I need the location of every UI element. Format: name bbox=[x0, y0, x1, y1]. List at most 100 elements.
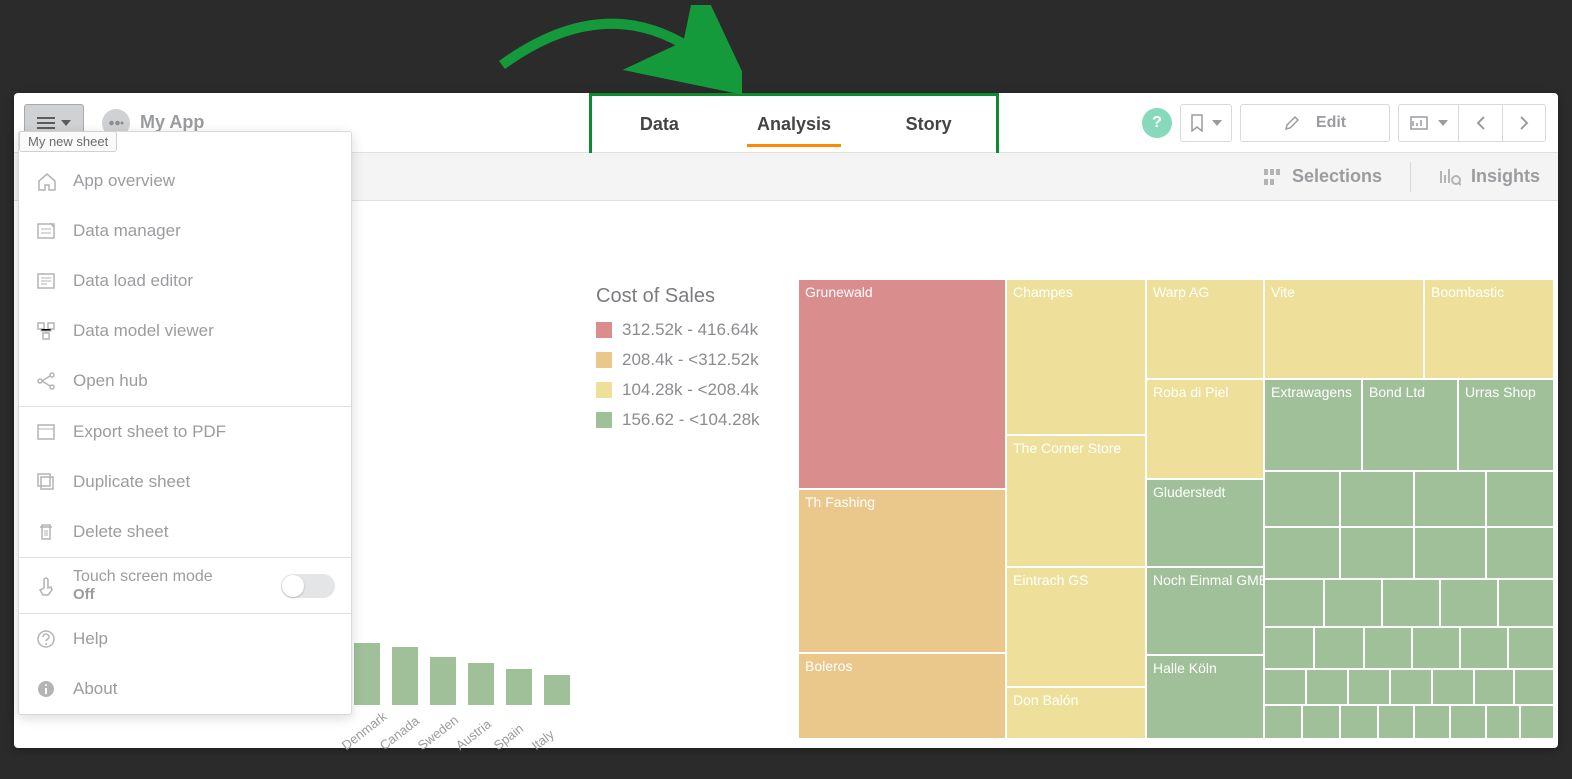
treemap-cell[interactable] bbox=[1302, 705, 1340, 739]
treemap-cell[interactable]: Extrawagens bbox=[1264, 379, 1362, 471]
treemap-cell[interactable] bbox=[1264, 669, 1306, 705]
treemap-cell[interactable]: Th Fashing bbox=[798, 489, 1006, 653]
treemap-cell[interactable] bbox=[1520, 705, 1554, 739]
bar[interactable] bbox=[430, 657, 456, 705]
treemap-cell[interactable]: The Corner Store bbox=[1006, 435, 1146, 567]
sheet-picker-button[interactable] bbox=[1398, 104, 1458, 142]
selections-button[interactable]: Selections bbox=[1262, 166, 1382, 187]
duplicate-icon bbox=[35, 471, 57, 493]
treemap-cell[interactable]: Champes bbox=[1006, 279, 1146, 435]
edit-button[interactable]: Edit bbox=[1240, 104, 1390, 142]
treemap-cell[interactable]: Warp AG bbox=[1146, 279, 1264, 379]
treemap-cell[interactable]: Halle Köln bbox=[1146, 655, 1264, 739]
treemap-cell[interactable] bbox=[1498, 579, 1554, 627]
treemap-cell[interactable]: Vite bbox=[1264, 279, 1424, 379]
edit-label: Edit bbox=[1316, 114, 1346, 132]
treemap-cell[interactable] bbox=[1314, 627, 1364, 669]
prev-sheet-button[interactable] bbox=[1458, 104, 1502, 142]
menu-item-data-load[interactable]: Data load editor bbox=[19, 256, 351, 306]
treemap-cell[interactable] bbox=[1460, 627, 1508, 669]
treemap-cell[interactable] bbox=[1348, 669, 1390, 705]
data-load-icon bbox=[35, 270, 57, 292]
treemap-cell[interactable]: Boombastic bbox=[1424, 279, 1554, 379]
treemap-cell[interactable] bbox=[1264, 527, 1340, 579]
treemap-cell[interactable] bbox=[1264, 705, 1302, 739]
menu-item-label: Duplicate sheet bbox=[73, 472, 190, 492]
legend-title: Cost of Sales bbox=[596, 285, 760, 308]
menu-item-data-model[interactable]: Data model viewer bbox=[19, 306, 351, 356]
menu-item-data-manager[interactable]: Data manager bbox=[19, 206, 351, 256]
treemap-cell[interactable] bbox=[1382, 579, 1440, 627]
menu-item-label: App overview bbox=[73, 171, 175, 191]
bar-chart[interactable]: DenmarkCanadaSwedenAustriaSpainItaly bbox=[354, 553, 604, 753]
treemap-cell[interactable] bbox=[1486, 471, 1554, 527]
treemap-cell[interactable] bbox=[1486, 705, 1520, 739]
next-sheet-button[interactable] bbox=[1502, 104, 1546, 142]
tab-story[interactable]: Story bbox=[861, 96, 996, 153]
toolbar-right: ? Edit bbox=[1142, 104, 1546, 142]
bar[interactable] bbox=[468, 663, 494, 705]
treemap-cell[interactable]: Grunewald bbox=[798, 279, 1006, 489]
menu-item-help[interactable]: Help bbox=[19, 614, 351, 664]
tab-data[interactable]: Data bbox=[592, 96, 727, 153]
treemap-cell[interactable] bbox=[1264, 627, 1314, 669]
bar[interactable] bbox=[506, 669, 532, 705]
treemap-cell[interactable]: Roba di Piel bbox=[1146, 379, 1264, 479]
treemap-cell[interactable]: Noch Einmal GMBH bbox=[1146, 567, 1264, 655]
treemap-cell[interactable] bbox=[1414, 471, 1486, 527]
treemap-cell[interactable] bbox=[1450, 705, 1486, 739]
bar[interactable] bbox=[544, 675, 570, 705]
treemap-cell[interactable] bbox=[1340, 471, 1414, 527]
menu-item-hub[interactable]: Open hub bbox=[19, 356, 351, 406]
treemap-cell[interactable] bbox=[1340, 527, 1414, 579]
treemap-chart[interactable]: GrunewaldTh FashingBoleros ChampesThe Cor… bbox=[798, 279, 1554, 739]
menu-item-touch-mode[interactable]: Touch screen modeOff bbox=[19, 558, 351, 613]
treemap-cell[interactable] bbox=[1440, 579, 1498, 627]
treemap-cell[interactable] bbox=[1378, 705, 1414, 739]
tab-analysis[interactable]: Analysis bbox=[727, 96, 862, 153]
treemap-cell[interactable] bbox=[1264, 579, 1324, 627]
bar[interactable] bbox=[354, 643, 380, 705]
treemap-cell[interactable]: Bond Ltd bbox=[1362, 379, 1458, 471]
bookmark-button[interactable] bbox=[1180, 104, 1232, 142]
export-icon bbox=[35, 421, 57, 443]
treemap-cell[interactable] bbox=[1264, 471, 1340, 527]
treemap-cell[interactable] bbox=[1306, 669, 1348, 705]
treemap-cell[interactable] bbox=[1432, 669, 1474, 705]
treemap-cell[interactable] bbox=[1508, 627, 1554, 669]
treemap-cell[interactable] bbox=[1324, 579, 1382, 627]
treemap-cell[interactable]: Urras Shop bbox=[1458, 379, 1554, 471]
treemap-cell[interactable] bbox=[1474, 669, 1514, 705]
menu-item-delete[interactable]: Delete sheet bbox=[19, 507, 351, 557]
legend-label: 104.28k - <208.4k bbox=[622, 380, 759, 400]
sheet-tooltip: My new sheet bbox=[19, 131, 117, 152]
divider bbox=[1410, 162, 1411, 192]
bar[interactable] bbox=[392, 647, 418, 705]
legend-swatch bbox=[596, 382, 612, 398]
menu-item-export[interactable]: Export sheet to PDF bbox=[19, 407, 351, 457]
menu-item-label: Data manager bbox=[73, 221, 181, 241]
treemap-cell[interactable]: Eintrach GS bbox=[1006, 567, 1146, 687]
treemap-cell[interactable] bbox=[1414, 527, 1486, 579]
sheet-nav-group bbox=[1398, 104, 1546, 142]
menu-item-about[interactable]: About bbox=[19, 664, 351, 714]
help-button[interactable]: ? bbox=[1142, 108, 1172, 138]
insights-button[interactable]: Insights bbox=[1439, 166, 1540, 187]
treemap-cell[interactable] bbox=[1412, 627, 1460, 669]
menu-item-home[interactable]: App overview bbox=[19, 156, 351, 206]
bar-category-label: Italy bbox=[529, 720, 565, 753]
treemap-cell[interactable] bbox=[1486, 527, 1554, 579]
treemap-cell[interactable] bbox=[1390, 669, 1432, 705]
treemap-cell[interactable] bbox=[1364, 627, 1412, 669]
treemap-cell[interactable] bbox=[1340, 705, 1378, 739]
treemap-cell[interactable]: Boleros bbox=[798, 653, 1006, 739]
treemap-cell[interactable]: Gluderstedt bbox=[1146, 479, 1264, 567]
menu-item-duplicate[interactable]: Duplicate sheet bbox=[19, 457, 351, 507]
treemap-cell[interactable] bbox=[1414, 705, 1450, 739]
delete-icon bbox=[35, 521, 57, 543]
help-icon bbox=[35, 628, 57, 650]
legend-item: 312.52k - 416.64k bbox=[596, 320, 760, 340]
treemap-cell[interactable]: Don Balón bbox=[1006, 687, 1146, 739]
treemap-cell[interactable] bbox=[1514, 669, 1554, 705]
touch-toggle-switch[interactable] bbox=[281, 574, 335, 598]
